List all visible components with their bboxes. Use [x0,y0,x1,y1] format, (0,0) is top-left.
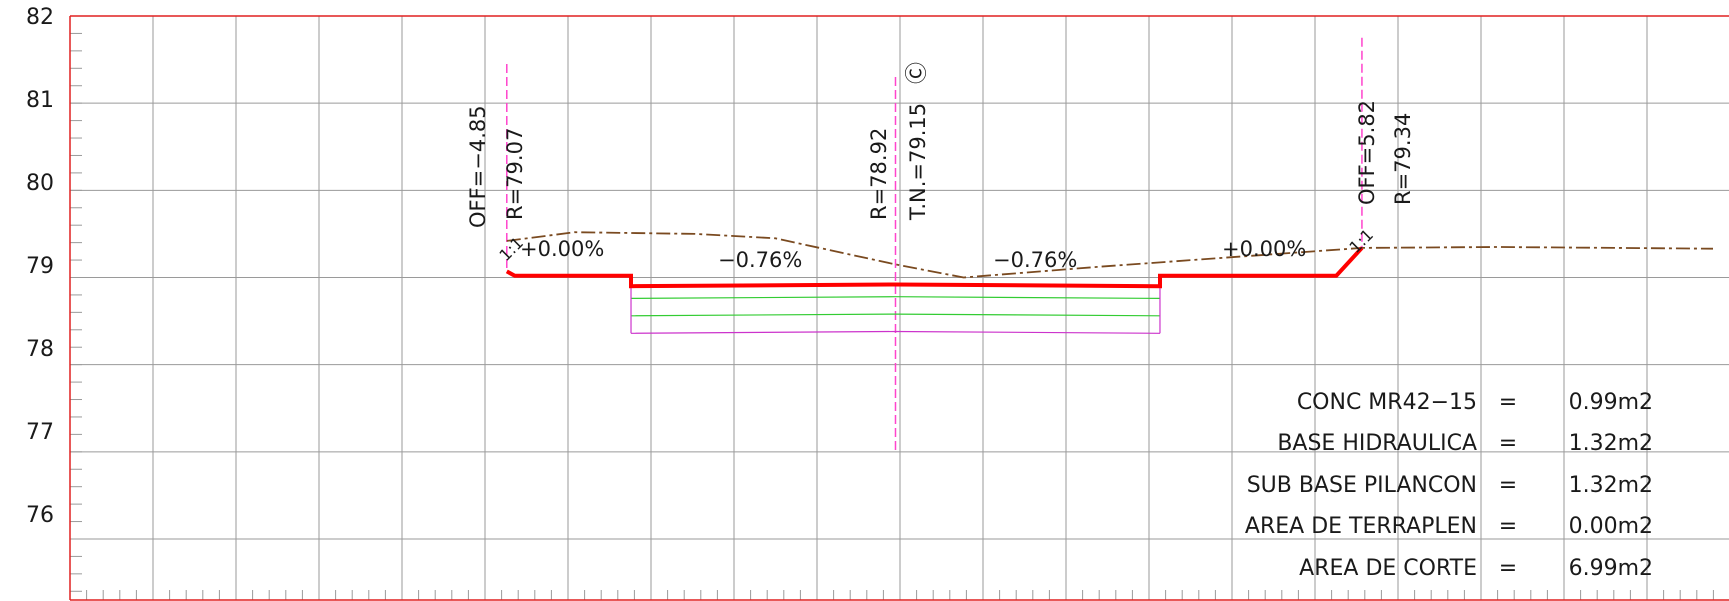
quantity-name: BASE HIDRAULICA [1277,431,1477,456]
quantity-name: SUB BASE PILANCON [1247,473,1477,498]
quantity-table: CONC MR42−15 = 0.99m2 BASE HIDRAULICA = … [1245,390,1653,581]
y-tick-label: 81 [26,88,54,113]
quantity-row: BASE HIDRAULICA = 1.32m2 [1277,431,1653,456]
y-axis-labels: 82 81 80 79 78 77 76 [26,5,54,528]
left-offset-label: OFF=−4.85 [466,105,490,228]
slope-annotations: +0.00% −0.76% −0.76% +0.00% 1:1 1:1 [495,225,1377,272]
profiles [505,37,1714,452]
design-subgrade-line [505,246,1364,289]
layer-line-3 [630,330,1161,334]
minor-ticks [69,15,1714,600]
quantity-row: CONC MR42−15 = 0.99m2 [1297,390,1653,415]
quantity-name: CONC MR42−15 [1297,390,1477,415]
y-tick-label: 82 [26,5,54,30]
y-tick-label: 78 [26,337,54,362]
y-tick-label: 79 [26,254,54,279]
left-lane-slope: −0.76% [718,248,802,272]
center-tn-label: T.N.=79.15 [906,103,930,221]
quantity-row: AREA DE TERRAPLEN = 0.00m2 [1245,514,1653,539]
centerline-mark: Ⓒ [905,62,930,84]
quantity-value: 0.00m2 [1569,514,1653,539]
left-shoulder-slope: +0.00% [520,237,604,261]
quantity-row: AREA DE CORTE = 6.99m2 [1299,556,1653,581]
left-elevation-label: R=79.07 [503,128,527,220]
quantity-equals: = [1499,390,1517,415]
right-offset-label: OFF=5.82 [1355,100,1379,205]
layer-line-2 [630,313,1161,317]
right-lane-slope: −0.76% [993,248,1077,272]
quantity-equals: = [1499,556,1517,581]
quantity-value: 1.32m2 [1569,431,1653,456]
quantity-name: AREA DE CORTE [1299,556,1477,581]
quantity-equals: = [1499,431,1517,456]
quantity-row: SUB BASE PILANCON = 1.32m2 [1247,473,1653,498]
quantity-name: AREA DE TERRAPLEN [1245,514,1477,539]
y-tick-label: 80 [26,171,54,196]
quantity-equals: = [1499,473,1517,498]
elevation-annotations: OFF=−4.85 R=79.07 R=78.92 T.N.=79.15 Ⓒ O… [466,62,1415,228]
layer-line-1 [630,296,1161,299]
center-elevation-label: R=78.92 [867,128,891,220]
quantity-equals: = [1499,514,1517,539]
y-tick-label: 76 [26,503,54,528]
natural-ground-line [506,231,1714,279]
quantity-value: 0.99m2 [1569,390,1653,415]
right-elevation-label: R=79.34 [1391,113,1415,205]
y-tick-label: 77 [26,420,54,445]
right-side-slope-ratio: 1:1 [1345,225,1377,257]
grid [70,16,1729,600]
quantity-value: 1.32m2 [1569,473,1653,498]
right-shoulder-slope: +0.00% [1222,237,1306,261]
quantity-value: 6.99m2 [1569,556,1653,581]
